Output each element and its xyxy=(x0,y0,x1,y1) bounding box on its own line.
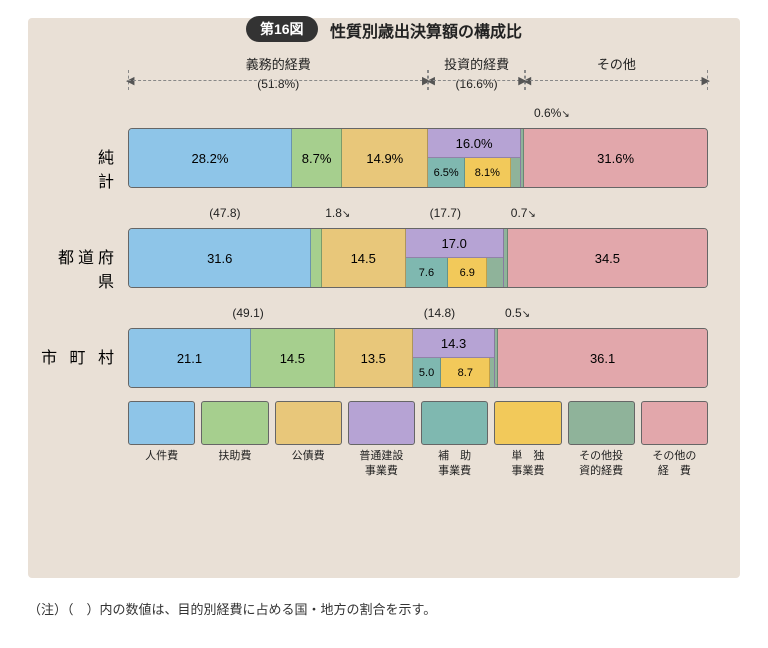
legend-item: その他投 資的経費 xyxy=(568,401,635,478)
legend-item: 単 独 事業費 xyxy=(494,401,561,478)
legend-swatch xyxy=(275,401,342,445)
bar-segment: 14.5 xyxy=(322,229,406,287)
bracket-row: ◀▶義務的経費(51.8%)◀▶投資的経費(16.6%)◀▶その他 xyxy=(128,58,708,108)
bar-segment: 31.6 xyxy=(129,229,311,287)
row-meta: (17.7) xyxy=(430,206,461,220)
bar-row: 都道府県(47.8)1.8↘(17.7)0.7↘31.614.517.07.66… xyxy=(128,208,708,308)
bar-segment: 21.1 xyxy=(129,329,251,387)
row-meta: 0.6%↘ xyxy=(534,106,570,120)
bracket: ◀▶義務的経費(51.8%) xyxy=(128,58,428,91)
legend-label: 公債費 xyxy=(275,449,342,463)
bar-row: 市 町 村(49.1)(14.8)0.5↘21.114.513.514.35.0… xyxy=(128,308,708,408)
row-meta: 1.8↘ xyxy=(325,206,350,220)
bracket: ◀▶投資的経費(16.6%) xyxy=(428,58,524,91)
legend-label: その他投 資的経費 xyxy=(568,449,635,478)
bar-segment: 31.6% xyxy=(524,129,707,187)
legend-item: 公債費 xyxy=(275,401,342,478)
row-label: 市 町 村 xyxy=(40,344,118,368)
stacked-bar: 31.614.517.07.66.934.5 xyxy=(128,228,708,288)
legend-item: 人件費 xyxy=(128,401,195,478)
stacked-bar: 21.114.513.514.35.08.736.1 xyxy=(128,328,708,388)
legend-label: 人件費 xyxy=(128,449,195,463)
legend-swatch xyxy=(201,401,268,445)
row-meta: (49.1) xyxy=(232,306,263,320)
legend-swatch xyxy=(348,401,415,445)
chart-inner: 第16図 性質別歳出決算額の構成比 ◀▶義務的経費(51.8%)◀▶投資的経費(… xyxy=(28,18,740,578)
bar-segment: 14.35.08.7 xyxy=(413,329,496,387)
legend-item: 扶助費 xyxy=(201,401,268,478)
bar-row: 純 計0.6%↘28.2%8.7%14.9%16.0%6.5%8.1%31.6% xyxy=(128,108,708,208)
chart-area: ◀▶義務的経費(51.8%)◀▶投資的経費(16.6%)◀▶その他 純 計0.6… xyxy=(128,58,708,478)
legend-label: 単 独 事業費 xyxy=(494,449,561,478)
bar-segment: 14.5 xyxy=(251,329,335,387)
bracket: ◀▶その他 xyxy=(525,58,708,77)
bar-segment: 13.5 xyxy=(335,329,413,387)
bar-segment: 14.9% xyxy=(342,129,428,187)
row-label: 都道府県 xyxy=(40,244,118,292)
row-meta: 0.5↘ xyxy=(505,306,530,320)
row-meta: 0.7↘ xyxy=(511,206,536,220)
row-label: 純 計 xyxy=(40,144,118,192)
legend-swatch xyxy=(421,401,488,445)
legend-swatch xyxy=(641,401,708,445)
bar-segment: 17.07.66.9 xyxy=(406,229,504,287)
legend-swatch xyxy=(568,401,635,445)
footnote: （注）（ ）内の数値は、目的別経費に占める国・地方の割合を示す。 xyxy=(28,599,436,618)
bar-segment: 28.2% xyxy=(129,129,292,187)
bar-segment xyxy=(311,229,321,287)
legend-item: その他の 経 費 xyxy=(641,401,708,478)
legend-label: 補 助 事業費 xyxy=(421,449,488,478)
row-meta: (14.8) xyxy=(424,306,455,320)
chart-canvas: 第16図 性質別歳出決算額の構成比 ◀▶義務的経費(51.8%)◀▶投資的経費(… xyxy=(0,0,768,648)
figure-label: 第16図 xyxy=(246,16,318,42)
bar-segment: 34.5 xyxy=(508,229,707,287)
figure-title: 性質別歳出決算額の構成比 xyxy=(330,18,522,42)
bar-segment: 36.1 xyxy=(498,329,707,387)
legend-label: 普通建設 事業費 xyxy=(348,449,415,478)
legend-item: 補 助 事業費 xyxy=(421,401,488,478)
legend-label: その他の 経 費 xyxy=(641,449,708,478)
legend-swatch xyxy=(128,401,195,445)
legend-swatch xyxy=(494,401,561,445)
bar-segment: 8.7% xyxy=(292,129,342,187)
legend-item: 普通建設 事業費 xyxy=(348,401,415,478)
rows-container: 純 計0.6%↘28.2%8.7%14.9%16.0%6.5%8.1%31.6%… xyxy=(128,108,708,408)
bar-segment: 16.0%6.5%8.1% xyxy=(428,129,520,187)
stacked-bar: 28.2%8.7%14.9%16.0%6.5%8.1%31.6% xyxy=(128,128,708,188)
title-row: 第16図 性質別歳出決算額の構成比 xyxy=(28,16,740,42)
row-meta: (47.8) xyxy=(209,206,240,220)
legend: 人件費扶助費公債費普通建設 事業費補 助 事業費単 独 事業費その他投 資的経費… xyxy=(128,401,708,478)
legend-label: 扶助費 xyxy=(201,449,268,463)
